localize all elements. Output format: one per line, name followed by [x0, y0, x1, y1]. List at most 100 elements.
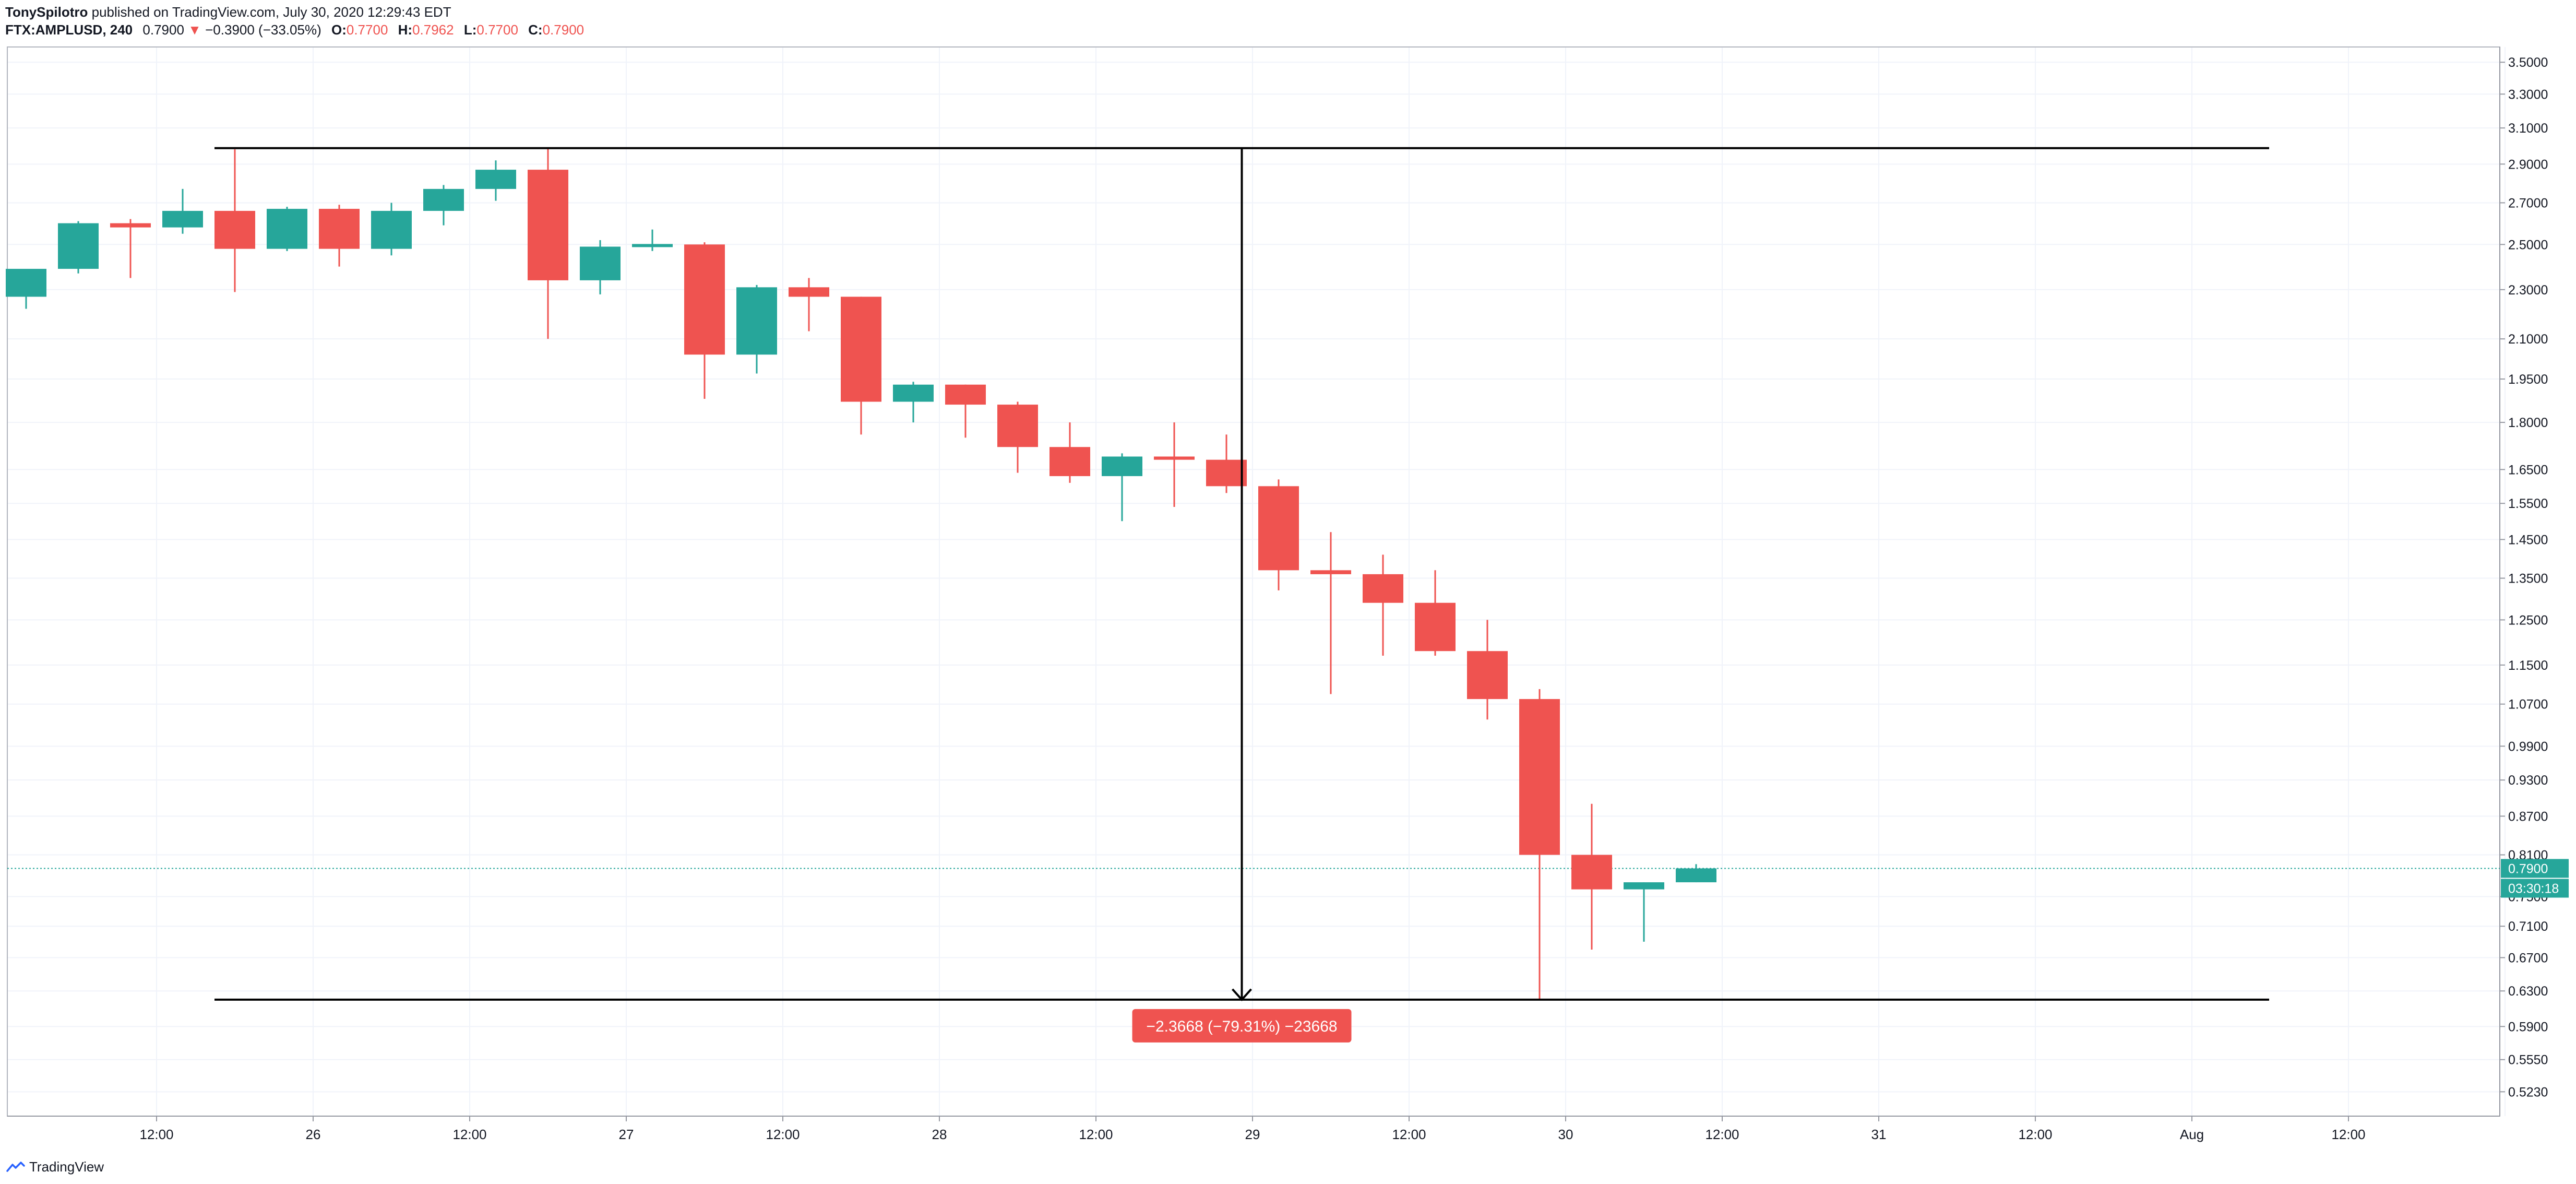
time-tick-label: 26: [306, 1127, 321, 1142]
close-label: C:: [528, 22, 543, 38]
candle-body: [1050, 447, 1090, 477]
price-axis: 3.5000 3.3000 3.1000 2.9000 2.7000 2.5000 2.30…: [2500, 55, 2548, 1099]
price-tick-label: 1.3500: [2508, 572, 2548, 586]
price-tick-label: 0.5230: [2508, 1085, 2548, 1099]
price-tick-label: 2.1000: [2508, 332, 2548, 347]
candle-body: [110, 223, 151, 228]
candle: [1050, 422, 1090, 483]
measure-label-text: −2.3668 (−79.31%) −23668: [1146, 1018, 1337, 1035]
author-name[interactable]: TonySpilotro: [5, 4, 88, 20]
candle: [1467, 620, 1508, 720]
candle-body: [214, 210, 255, 249]
time-tick-label: 28: [932, 1127, 947, 1142]
candle-body: [684, 244, 725, 355]
price-tick-label: 3.5000: [2508, 55, 2548, 70]
candle-body: [58, 223, 99, 269]
countdown-badge: [2501, 879, 2569, 898]
candle: [162, 188, 203, 234]
price-tick-label: 0.6700: [2508, 951, 2548, 965]
high-label: H:: [398, 22, 413, 38]
candlestick-chart[interactable]: 3.5000 3.3000 3.1000 2.9000 2.7000 2.5000 2.30…: [0, 42, 2576, 1154]
candles: [6, 147, 1716, 1000]
candle-body: [267, 209, 307, 249]
time-axis: 12:00 26 12:00 27 12:00 28 12:00 29 12:00 30 12:00…: [139, 1116, 2366, 1142]
candle-body: [1258, 486, 1299, 571]
candle: [267, 207, 307, 251]
open-value: 0.7700: [346, 22, 388, 38]
symbol-name[interactable]: FTX:AMPLUSD, 240: [5, 22, 133, 38]
candle-body: [1676, 868, 1716, 883]
price-tick-label: 0.9300: [2508, 773, 2548, 788]
candle: [736, 285, 777, 374]
candle-body: [6, 268, 46, 297]
candle: [1415, 570, 1456, 656]
time-tick-label: 30: [1558, 1127, 1573, 1142]
candle: [319, 205, 360, 267]
candle-body: [945, 384, 986, 405]
price-tick-label: 2.5000: [2508, 238, 2548, 252]
close-value: 0.7900: [542, 22, 585, 38]
candle-body: [1624, 882, 1664, 890]
price-badges: 0.7900 03:30:18: [2501, 859, 2569, 898]
time-tick-label: 12:00: [2018, 1127, 2052, 1142]
published-text: published on TradingView.com, July 30, 2…: [91, 4, 451, 20]
last-price-badge-text: 0.7900: [2508, 861, 2548, 876]
candle: [632, 229, 673, 251]
candle-body: [997, 405, 1038, 447]
candle: [371, 203, 412, 256]
candle-body: [736, 287, 777, 355]
candle: [1154, 422, 1195, 507]
candle: [528, 147, 568, 339]
candle: [1676, 864, 1716, 883]
high-value: 0.7962: [412, 22, 454, 38]
candle-body: [1467, 651, 1508, 700]
price-tick-label: 1.9500: [2508, 372, 2548, 387]
price-tick-label: 0.5900: [2508, 1020, 2548, 1034]
footer: TradingView: [6, 1154, 104, 1180]
candle: [1571, 803, 1612, 950]
price-tick-label: 1.8000: [2508, 416, 2548, 430]
price-tick-label: 1.5500: [2508, 496, 2548, 511]
candle-body: [162, 210, 203, 228]
tradingview-brand[interactable]: TradingView: [29, 1158, 104, 1175]
candle: [214, 149, 255, 292]
price-tick-label: 1.1500: [2508, 658, 2548, 673]
time-tick-label: 29: [1245, 1127, 1260, 1142]
candle: [945, 384, 986, 438]
price-tick-label: 0.6300: [2508, 984, 2548, 999]
candle: [684, 242, 725, 399]
candle-body: [1415, 602, 1456, 652]
last-price: 0.7900: [142, 22, 184, 38]
candle-body: [580, 246, 621, 280]
price-tick-label: 0.7100: [2508, 919, 2548, 934]
candle-body: [423, 188, 464, 211]
price-range-measure: −2.3668 (−79.31%) −23668: [214, 147, 2269, 1043]
price-tick-label: 1.4500: [2508, 532, 2548, 547]
low-label: L:: [463, 22, 477, 38]
candle: [841, 297, 881, 435]
candle-body: [1102, 456, 1142, 477]
time-tick-label: 31: [1871, 1127, 1887, 1142]
grid-layer: [7, 47, 2506, 1116]
time-tick-label: Aug: [2180, 1127, 2204, 1142]
candle: [1363, 554, 1403, 656]
price-tick-label: 1.2500: [2508, 613, 2548, 627]
candle-body: [1571, 855, 1612, 890]
countdown-badge-text: 03:30:18: [2508, 881, 2559, 896]
last-price-badge: [2501, 859, 2569, 878]
time-tick-label: 12:00: [1705, 1127, 1739, 1142]
candle-body: [475, 170, 516, 189]
time-tick-label: 12:00: [1079, 1127, 1113, 1142]
measure-label-box: [1132, 1009, 1352, 1043]
time-tick-label: 12:00: [452, 1127, 486, 1142]
candle-body: [789, 287, 829, 297]
candle-body: [1206, 459, 1247, 487]
price-tick-label: 2.7000: [2508, 196, 2548, 210]
low-value: 0.7700: [476, 22, 518, 38]
price-tick-label: 0.9900: [2508, 739, 2548, 754]
price-tick-label: 2.3000: [2508, 283, 2548, 298]
candle: [1206, 434, 1247, 493]
candle: [1519, 689, 1560, 1000]
candle: [997, 401, 1038, 473]
candle: [110, 219, 151, 278]
